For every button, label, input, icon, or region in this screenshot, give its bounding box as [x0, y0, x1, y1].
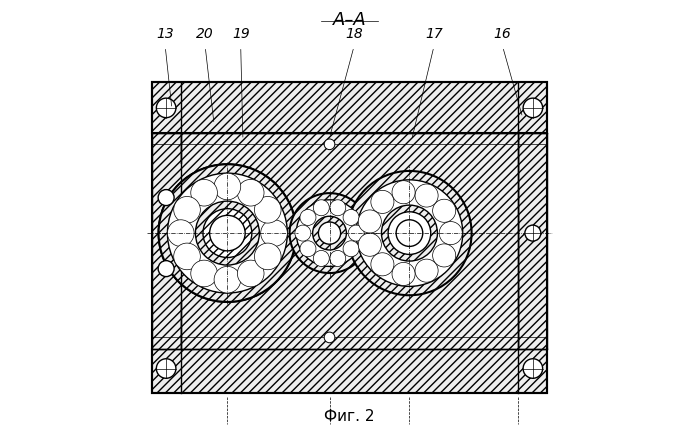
Text: Фиг. 2: Фиг. 2: [324, 409, 375, 424]
Circle shape: [214, 266, 240, 293]
Circle shape: [343, 241, 359, 257]
Circle shape: [157, 359, 176, 378]
Circle shape: [330, 200, 346, 216]
Circle shape: [300, 241, 316, 257]
Circle shape: [159, 164, 296, 302]
Bar: [159, 164, 296, 302]
Bar: [152, 133, 181, 349]
Circle shape: [392, 181, 415, 204]
Circle shape: [319, 222, 340, 244]
Circle shape: [396, 220, 423, 246]
Bar: [152, 82, 547, 393]
Circle shape: [347, 171, 472, 295]
Circle shape: [168, 220, 194, 246]
Circle shape: [330, 250, 346, 266]
Text: А–А: А–А: [333, 11, 366, 29]
Text: 20: 20: [196, 27, 214, 41]
Circle shape: [312, 216, 347, 250]
Circle shape: [210, 215, 245, 251]
Circle shape: [371, 190, 394, 214]
Circle shape: [214, 173, 240, 200]
Circle shape: [158, 261, 174, 277]
Circle shape: [158, 190, 174, 206]
Circle shape: [191, 179, 217, 206]
Circle shape: [296, 200, 363, 266]
Text: 18: 18: [345, 27, 363, 41]
Circle shape: [348, 225, 364, 241]
Text: 19: 19: [232, 27, 250, 41]
Circle shape: [191, 260, 217, 287]
Circle shape: [415, 184, 438, 207]
Circle shape: [295, 225, 311, 241]
Circle shape: [433, 244, 456, 267]
Circle shape: [261, 220, 287, 246]
Bar: [152, 82, 547, 133]
Circle shape: [289, 193, 370, 273]
Circle shape: [238, 179, 264, 206]
Circle shape: [254, 243, 281, 270]
Circle shape: [174, 197, 201, 223]
Circle shape: [371, 253, 394, 276]
Circle shape: [313, 250, 329, 266]
Circle shape: [159, 164, 296, 302]
Bar: [152, 349, 547, 393]
Circle shape: [324, 139, 335, 150]
Text: 13: 13: [157, 27, 174, 41]
Circle shape: [359, 233, 382, 256]
Circle shape: [392, 262, 415, 285]
Circle shape: [196, 201, 259, 265]
Circle shape: [157, 98, 176, 118]
Circle shape: [359, 210, 382, 233]
Circle shape: [254, 197, 281, 223]
Text: 16: 16: [493, 27, 512, 41]
Circle shape: [300, 210, 316, 226]
Circle shape: [313, 200, 329, 216]
Circle shape: [415, 259, 438, 282]
Circle shape: [523, 359, 542, 378]
Circle shape: [388, 212, 431, 254]
Bar: [518, 133, 547, 349]
Circle shape: [382, 205, 438, 261]
Text: 17: 17: [425, 27, 442, 41]
Circle shape: [238, 260, 264, 287]
Circle shape: [174, 243, 201, 270]
Circle shape: [525, 225, 541, 241]
Circle shape: [168, 173, 287, 293]
Bar: [181, 133, 518, 349]
Circle shape: [523, 98, 542, 118]
Circle shape: [203, 209, 252, 258]
Circle shape: [433, 199, 456, 222]
Circle shape: [439, 222, 462, 245]
Circle shape: [356, 180, 463, 286]
Circle shape: [343, 210, 359, 226]
Circle shape: [324, 332, 335, 343]
